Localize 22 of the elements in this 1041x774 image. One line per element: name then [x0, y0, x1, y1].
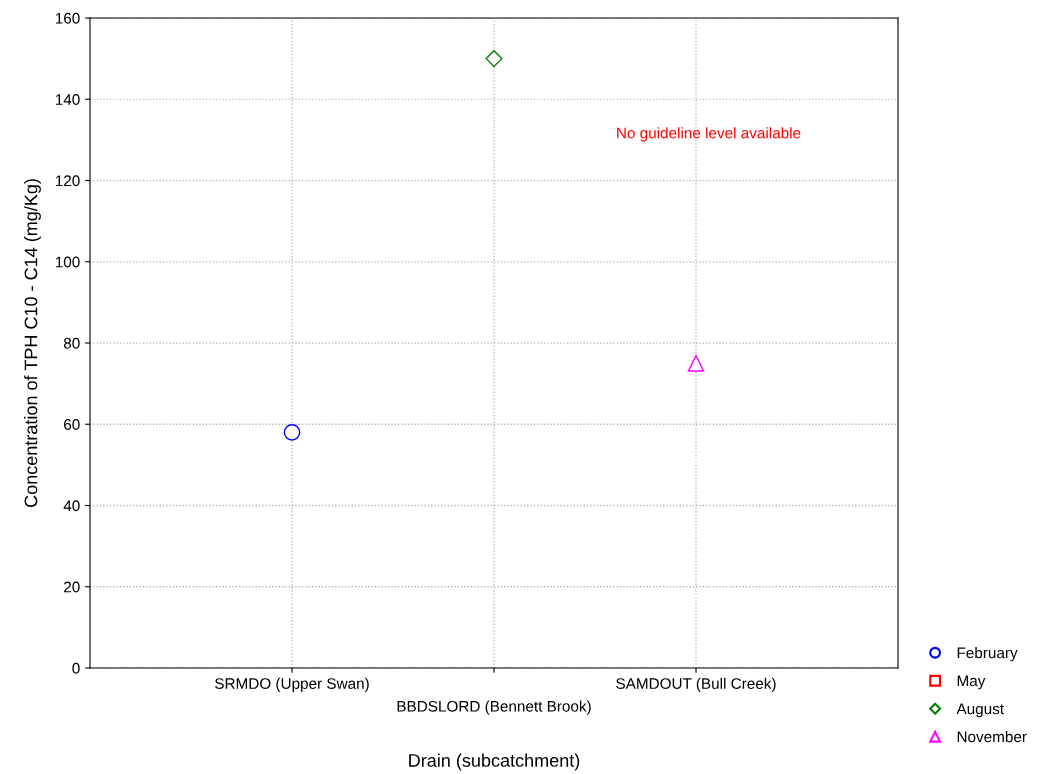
y-tick-label: 80: [63, 337, 80, 349]
y-tick-label: 140: [55, 94, 80, 105]
y-tick-label: 20: [64, 581, 80, 593]
y-tick-label: 120: [55, 175, 80, 187]
legend-label: February: [957, 647, 1018, 662]
y-tick-label: 100: [55, 256, 80, 268]
point: [283, 424, 301, 441]
y-tick-label: 0: [72, 662, 80, 674]
point: [687, 354, 705, 372]
y-axis-title: Concentration of TPH C10 - C14 (mg/Kg): [24, 179, 41, 507]
annotation: No guideline level available: [617, 127, 801, 142]
x-tick-label: SRMDO (Upper Swan): [215, 677, 369, 692]
y-tick-label: 160: [55, 12, 80, 24]
point: [485, 50, 503, 68]
y-tick-label: 40: [63, 500, 80, 512]
x-axis-title: Drain (subcatchment): [409, 753, 580, 771]
y-tick-label: 60: [64, 419, 80, 430]
legend-label: November: [957, 731, 1027, 743]
legend-label: May: [957, 675, 986, 690]
legend-label: August: [956, 703, 1004, 718]
x-tick-label: BBDSLORD (Bennett Brook): [397, 700, 591, 715]
x-tick-label: SAMDOUT (Bull Creek): [616, 677, 776, 692]
